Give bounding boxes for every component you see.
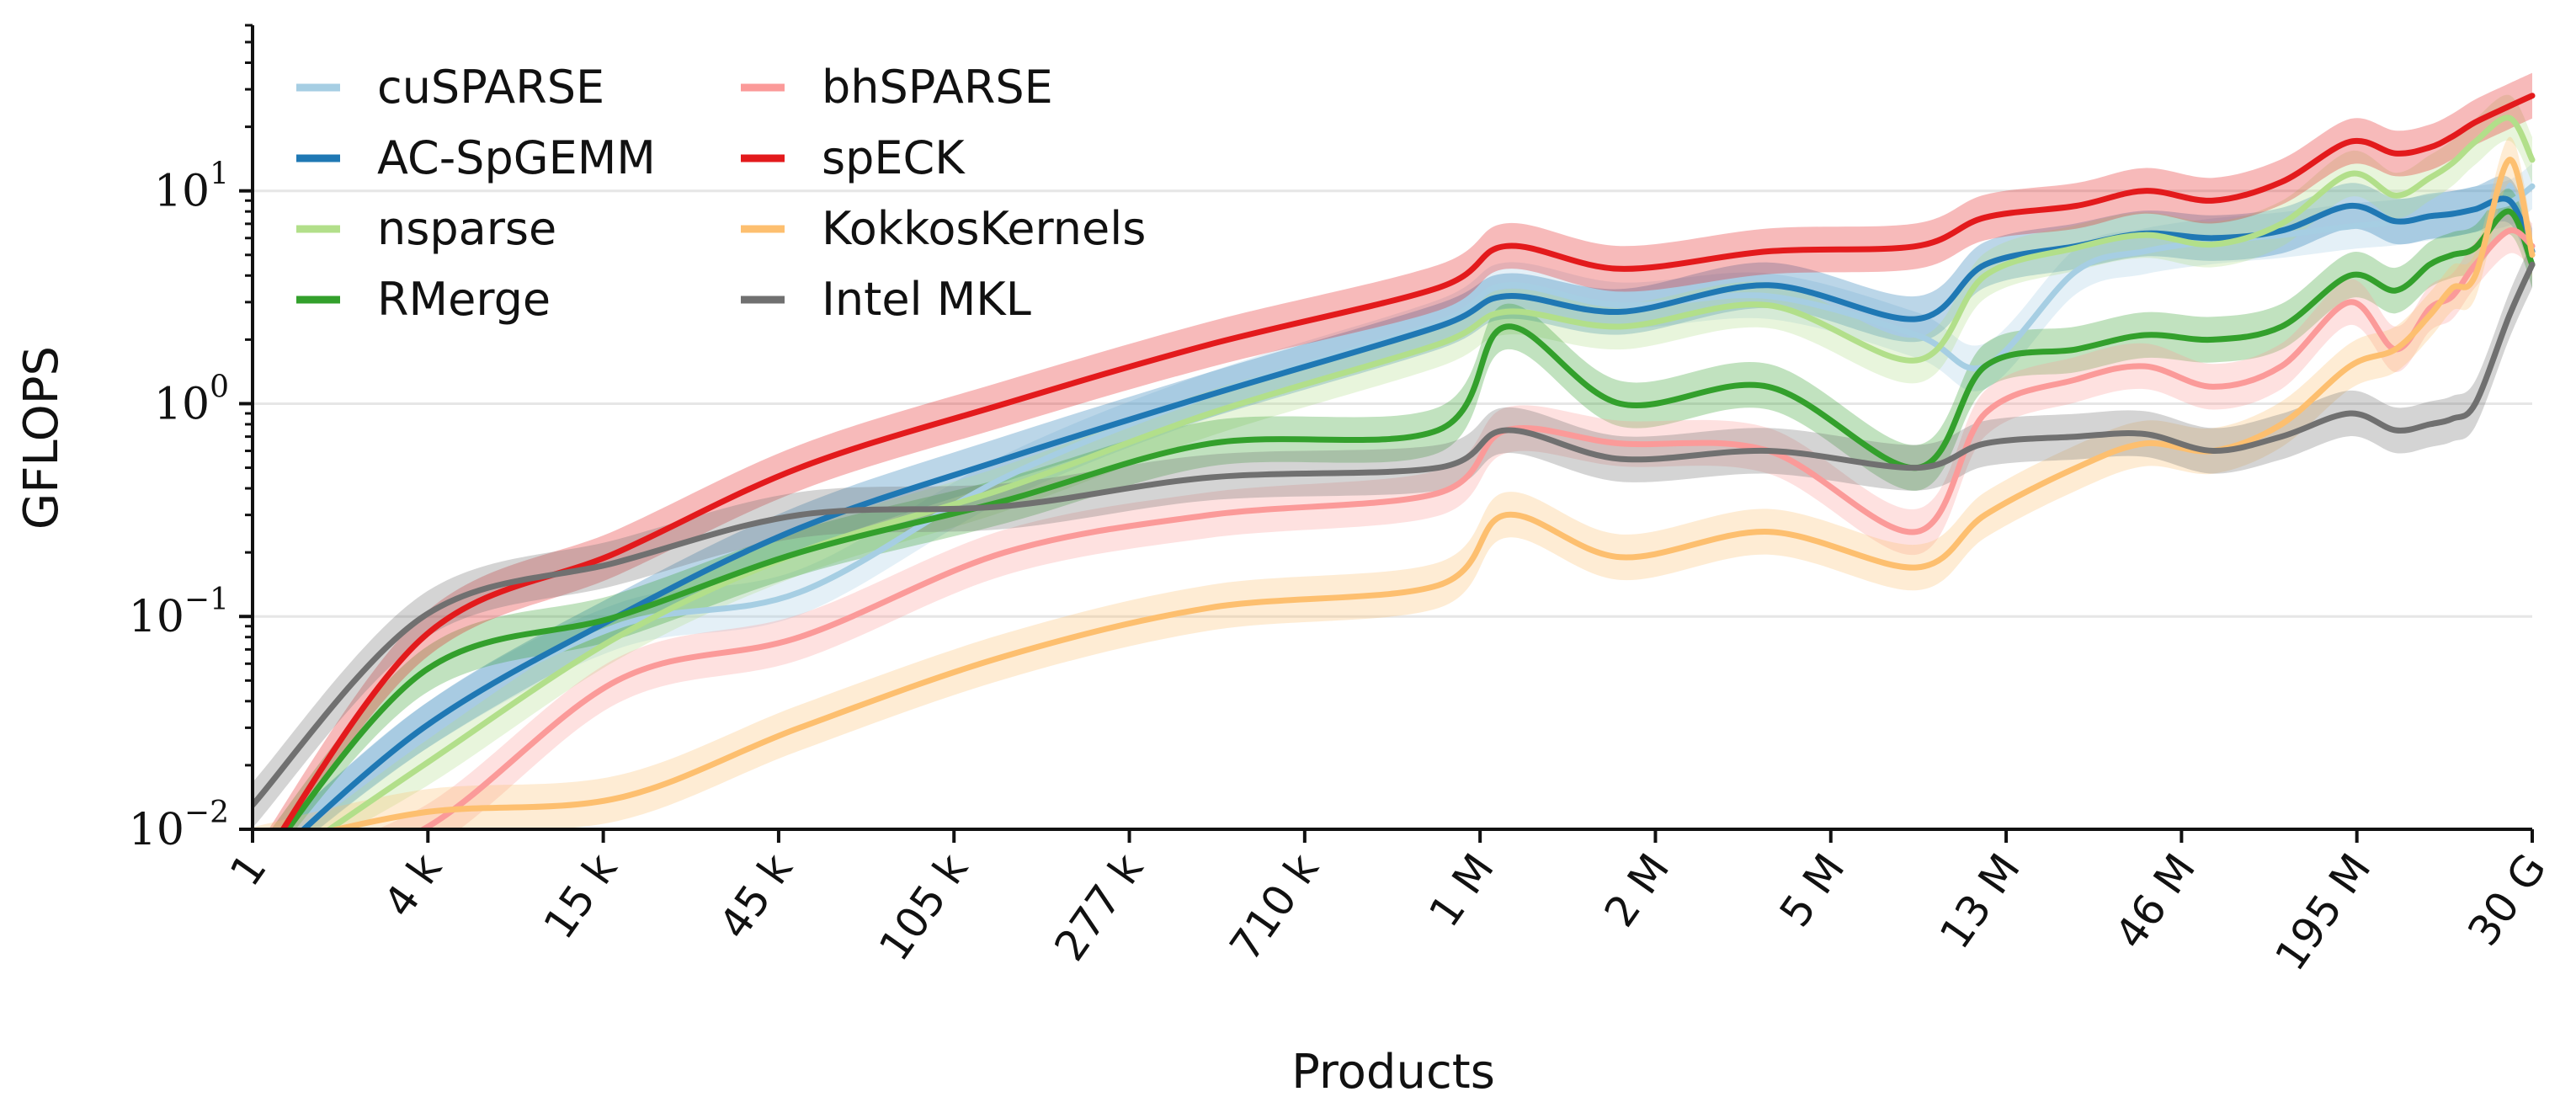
series-line-intel-mkl [253,261,2536,808]
x-tick-label: 277 k [1045,845,1152,970]
legend-item-speck: spECK [741,131,966,184]
y-axis-ticks: 10−2 10−1 100 101 [129,24,253,855]
axes [251,25,2532,831]
legend-label: AC-SpGEMM [377,131,656,184]
legend-item-intel-mkl: Intel MKL [741,273,1031,326]
x-tick-label: 15 k [535,845,627,948]
band-ac-spgemm [279,175,2532,829]
series-line-rmerge [284,208,2536,829]
legend-item-ac-spgemm: AC-SpGEMM [296,131,656,184]
legend-item-kokkoskernels: KokkosKernels [741,202,1146,255]
legend: cuSPARSE AC-SpGEMM nsparse RMerge bhSPARSE sp… [296,61,1146,326]
x-tick-label: 30 G [2458,845,2555,955]
y-tick-label: 101 [154,157,229,217]
legend-item-nsparse: nsparse [296,202,556,255]
band-nsparse [306,94,2532,829]
band-kokkoskernels [253,136,2532,829]
legend-item-cusparse: cuSPARSE [296,61,604,114]
legend-label: nsparse [377,202,556,255]
x-tick-label: 13 M [1930,845,2030,958]
series-line-ac-spgemm [299,195,2536,829]
legend-item-bhsparse: bhSPARSE [741,61,1053,114]
series-lines [253,93,2536,829]
legend-label: bhSPARSE [822,61,1053,114]
x-tick-label: 710 k [1221,845,1328,970]
confidence-bands [253,72,2532,829]
legend-label: cuSPARSE [377,61,604,114]
x-tick-label: 4 k [375,845,452,926]
x-axis-ticks: 1 4 k 15 k 45 k 105 k 277 k 710 k 1 M 2 M 5 M 13 M… [221,829,2556,979]
x-tick-label: 1 [221,845,276,895]
series-line-speck [279,93,2536,829]
legend-label: spECK [822,131,966,184]
legend-label: Intel MKL [822,273,1031,326]
x-tick-label: 1 M [1419,845,1504,936]
y-axis-label: GFLOPS [14,346,69,530]
y-tick-label: 100 [154,370,229,429]
legend-label: KokkosKernels [822,202,1146,255]
x-tick-label: 46 M [2105,845,2205,958]
x-axis-label: Products [1291,1045,1495,1100]
band-speck [269,72,2532,829]
series-line-kokkoskernels [324,157,2536,829]
x-tick-label: 45 k [710,845,802,948]
y-tick-label: 10−1 [129,583,229,642]
x-tick-label: 5 M [1770,845,1855,936]
x-tick-label: 105 k [870,845,977,970]
legend-item-rmerge: RMerge [296,273,551,326]
y-tick-label: 10−2 [129,796,229,855]
x-tick-label: 195 M [2265,845,2380,980]
legend-label: RMerge [377,273,551,326]
x-tick-label: 2 M [1595,845,1679,936]
